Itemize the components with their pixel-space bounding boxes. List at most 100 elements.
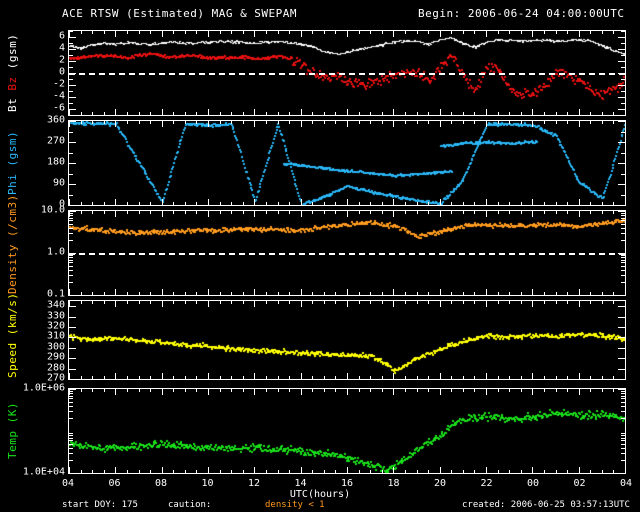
xtick-mark (440, 289, 441, 295)
xtick-mark (556, 202, 557, 205)
xtick-mark (162, 389, 163, 395)
xtick-mark (127, 121, 128, 124)
xtick-mark (521, 292, 522, 295)
xtick-mark (69, 199, 70, 205)
ytick-label: 1.0E+04 (22, 466, 65, 478)
xtick-mark (231, 211, 232, 214)
ytick-mark-minor (69, 257, 73, 258)
xtick-mark (474, 389, 475, 392)
xtick-mark (393, 109, 394, 115)
xtick-mark (289, 202, 290, 205)
xtick-mark (278, 202, 279, 205)
xtick-mark (440, 199, 441, 205)
xtick-mark (335, 376, 336, 379)
xtick-mark (69, 121, 70, 127)
ytick-mark-minor (621, 435, 625, 436)
xtick-mark (393, 211, 394, 217)
xtick-mark (196, 376, 197, 379)
xtick-mark (127, 112, 128, 115)
xtick-mark (231, 121, 232, 124)
xtick-label: 06 (108, 478, 121, 489)
xtick-mark (347, 373, 348, 379)
xtick-mark (127, 389, 128, 392)
xtick-mark (254, 373, 255, 379)
xtick-mark (92, 376, 93, 379)
xtick-label: 18 (387, 478, 400, 489)
xtick-mark (474, 376, 475, 379)
ytick-mark-minor (621, 220, 625, 221)
xtick-mark (521, 389, 522, 392)
xtick-mark (173, 121, 174, 124)
xtick-mark (474, 31, 475, 34)
xtick-mark (486, 389, 487, 395)
xtick-mark (590, 31, 591, 34)
xtick-mark (417, 112, 418, 115)
xtick-mark (150, 301, 151, 304)
xtick-mark (104, 389, 105, 392)
xtick-mark (417, 31, 418, 34)
xtick-mark (254, 31, 255, 37)
ytick-mark-minor (69, 174, 73, 175)
xtick-mark (324, 301, 325, 304)
xtick-mark (382, 211, 383, 214)
xtick-mark (521, 301, 522, 304)
xtick-label: 04 (619, 478, 633, 489)
xtick-mark (359, 112, 360, 115)
xtick-mark (405, 376, 406, 379)
xtick-mark (521, 376, 522, 379)
xtick-mark (324, 376, 325, 379)
ytick-mark-minor (621, 115, 625, 116)
xtick-mark (463, 112, 464, 115)
ytick-mark-minor (69, 402, 73, 403)
xtick-mark (567, 112, 568, 115)
xtick-mark (266, 202, 267, 205)
xtick-label: 22 (480, 478, 493, 489)
xtick-mark (139, 301, 140, 304)
xtick-mark (301, 31, 302, 37)
xtick-mark (208, 31, 209, 37)
phi-trace (69, 121, 625, 205)
xtick-mark (254, 289, 255, 295)
xtick-mark (81, 389, 82, 392)
ytick-mark-minor (621, 444, 625, 445)
xtick-mark (139, 470, 140, 473)
xtick-mark (451, 211, 452, 214)
ytick-label: 2 (58, 54, 65, 66)
xtick-mark (150, 112, 151, 115)
ytick-mark-minor (69, 260, 73, 261)
xtick-mark (173, 301, 174, 304)
ytick-mark-minor (69, 233, 73, 234)
xtick-mark (556, 112, 557, 115)
xtick-mark (486, 121, 487, 127)
xtick-mark (509, 202, 510, 205)
xtick-mark (312, 202, 313, 205)
xtick-mark (579, 389, 580, 395)
ytick-mark-minor (621, 132, 625, 133)
xtick-mark (370, 31, 371, 34)
xtick-mark (567, 470, 568, 473)
xtick-mark (590, 301, 591, 304)
ytick-mark (69, 473, 76, 474)
xtick-mark (243, 211, 244, 214)
xtick-mark (312, 211, 313, 214)
xtick-mark (104, 121, 105, 124)
xtick-mark (393, 389, 394, 395)
xtick-label: 04 (61, 478, 75, 489)
xtick-mark (81, 121, 82, 124)
xtick-mark (567, 121, 568, 124)
xtick-mark (196, 112, 197, 115)
ytick-label: 270 (46, 135, 65, 147)
xtick-mark (69, 211, 70, 217)
xtick-mark (405, 211, 406, 214)
ytick-mark (618, 317, 625, 318)
ytick-mark (618, 358, 625, 359)
ytick-label: 90 (52, 177, 65, 189)
xtick-mark (208, 389, 209, 395)
xtick-mark (474, 112, 475, 115)
xtick-mark (173, 470, 174, 473)
xtick-mark (312, 112, 313, 115)
xtick-mark (324, 211, 325, 214)
ytick-mark-minor (69, 91, 73, 92)
xtick-mark (567, 292, 568, 295)
xtick-mark (521, 211, 522, 214)
